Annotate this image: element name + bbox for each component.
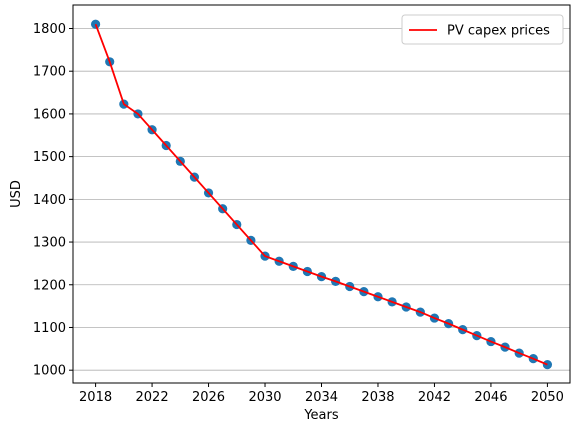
x-axis-ticks: 2018 2022 2026 2030 2034 2038 2042 2046 2050: [79, 383, 564, 405]
legend-entry-pv-capex: PV capex prices: [447, 24, 550, 39]
y-tick-label: 1300: [33, 236, 66, 251]
x-tick-label: 2046: [474, 390, 507, 405]
y-tick-label: 1600: [33, 107, 66, 122]
x-tick-label: 2042: [418, 390, 451, 405]
series-layer: [90, 19, 553, 370]
x-tick-label: 2038: [361, 390, 394, 405]
x-tick-label: 2018: [79, 390, 112, 405]
y-axis-label: USD: [9, 180, 24, 208]
x-tick-label: 2034: [305, 390, 338, 405]
y-tick-label: 1500: [33, 150, 66, 165]
y-tick-label: 1000: [33, 364, 66, 379]
legend: PV capex prices: [401, 14, 564, 45]
legend-box: [401, 14, 564, 45]
y-tick-label: 1100: [33, 321, 66, 336]
y-tick-label: 1400: [33, 193, 66, 208]
x-tick-label: 2030: [248, 390, 281, 405]
y-axis-ticks: 1000 1100 1200 1300 1400 1500 1600 1700 1800: [33, 22, 73, 379]
x-tick-label: 2050: [531, 390, 564, 405]
x-axis-label: Years: [303, 408, 339, 423]
data-point: [542, 360, 553, 370]
y-tick-label: 1700: [33, 65, 66, 80]
y-tick-label: 1800: [33, 22, 66, 37]
series-markers: [90, 19, 553, 370]
series-line-pv-capex: [94, 23, 548, 366]
gridlines: [73, 28, 570, 371]
x-tick-label: 2026: [192, 390, 225, 405]
y-tick-label: 1200: [33, 278, 66, 293]
x-tick-label: 2022: [136, 390, 169, 405]
plot-frame: [72, 4, 571, 384]
